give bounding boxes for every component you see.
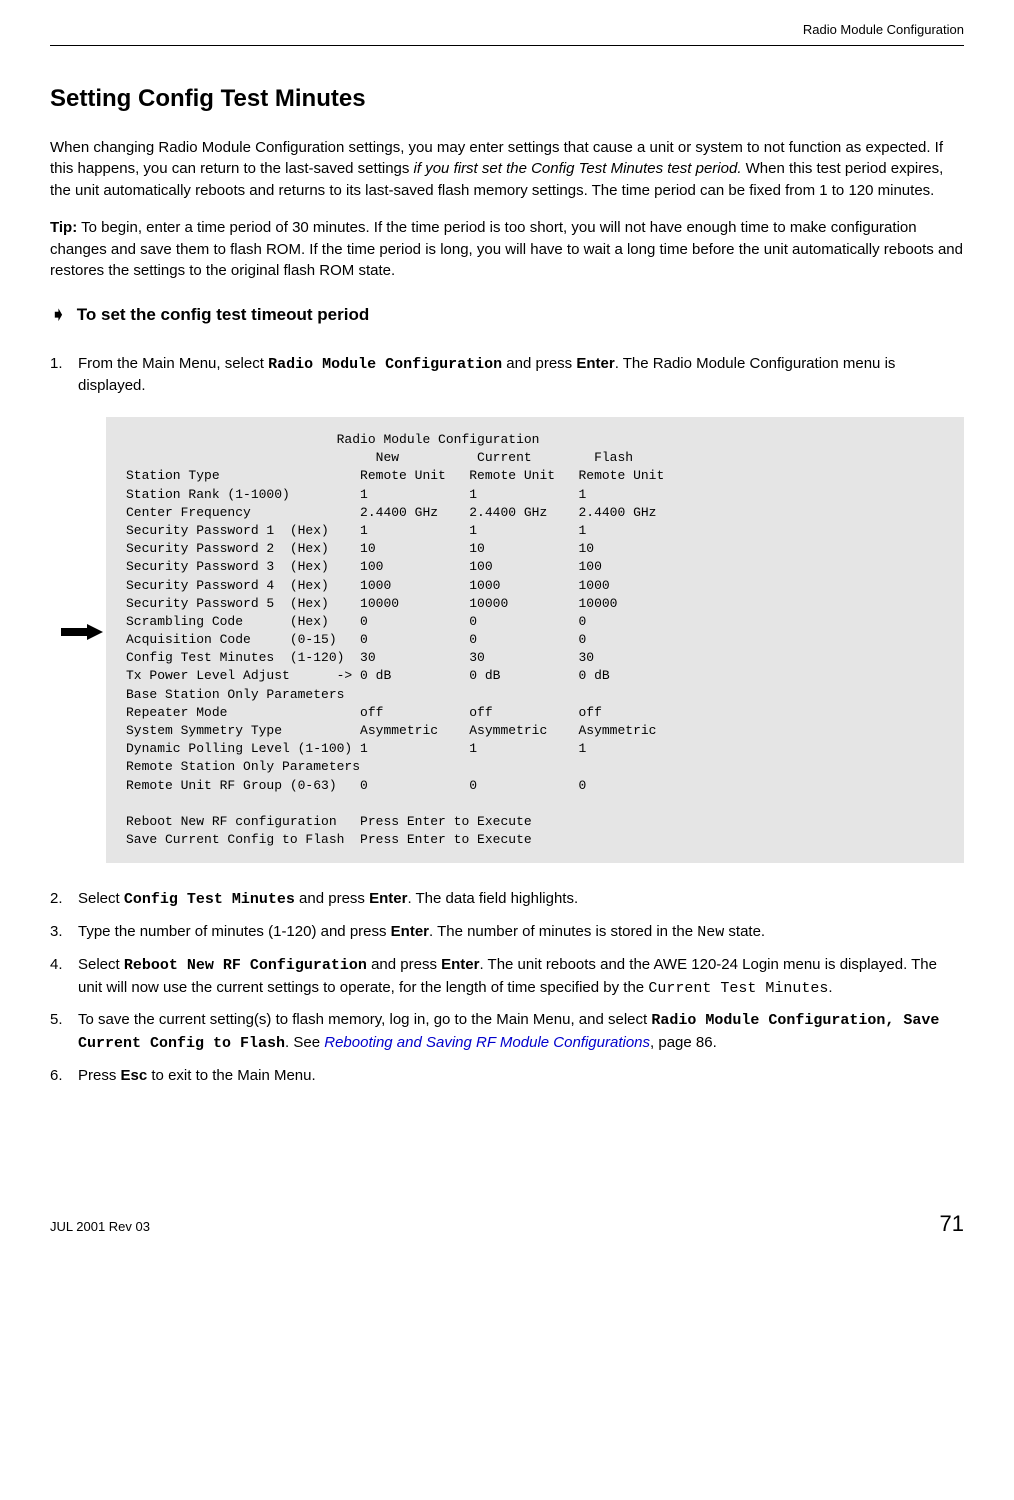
page-footer: JUL 2001 Rev 03 71 xyxy=(50,1207,964,1240)
step-1: From the Main Menu, select Radio Module … xyxy=(50,353,964,864)
footer-page-number: 71 xyxy=(940,1207,964,1240)
tip-label: Tip: xyxy=(50,219,77,236)
step-5-post: , page 86. xyxy=(650,1034,717,1051)
subheading: To set the config test timeout period xyxy=(77,302,369,328)
step-3: Type the number of minutes (1-120) and p… xyxy=(50,921,964,944)
step-4-mono: Current Test Minutes xyxy=(648,980,828,997)
footer-left: JUL 2001 Rev 03 xyxy=(50,1217,150,1237)
intro-paragraph: When changing Radio Module Configuration… xyxy=(50,137,964,202)
step-6-enter: Esc xyxy=(121,1067,148,1084)
step-2-post: . The data field highlights. xyxy=(407,890,578,907)
step-2-enter: Enter xyxy=(369,890,407,907)
step-2-pre: Select xyxy=(78,890,124,907)
step-6-post: to exit to the Main Menu. xyxy=(147,1067,315,1084)
step-3-post: state. xyxy=(724,923,765,940)
page-header-title: Radio Module Configuration xyxy=(50,20,964,46)
code-container: Radio Module Configuration New Current F… xyxy=(106,417,964,863)
step-5-link[interactable]: Rebooting and Saving RF Module Configura… xyxy=(324,1034,650,1051)
side-arrow-icon xyxy=(61,617,103,645)
step-6: Press Esc to exit to the Main Menu. xyxy=(50,1065,964,1087)
step-4-pre: Select xyxy=(78,956,124,973)
intro-text-italic: if you first set the Config Test Minutes… xyxy=(414,160,742,177)
step-2-cmd: Config Test Minutes xyxy=(124,891,295,908)
step-1-cmd: Radio Module Configuration xyxy=(268,356,502,373)
step-6-pre: Press xyxy=(78,1067,121,1084)
step-4: Select Reboot New RF Configuration and p… xyxy=(50,954,964,1000)
config-code-block: Radio Module Configuration New Current F… xyxy=(106,417,964,863)
step-5-pre: To save the current setting(s) to flash … xyxy=(78,1011,651,1028)
steps-list: From the Main Menu, select Radio Module … xyxy=(50,353,964,1087)
tip-paragraph: Tip: To begin, enter a time period of 30… xyxy=(50,217,964,282)
step-4-enter: Enter xyxy=(441,956,479,973)
step-4-cmd: Reboot New RF Configuration xyxy=(124,957,367,974)
step-3-mono: New xyxy=(697,924,724,941)
step-3-mid: . The number of minutes is stored in the xyxy=(429,923,697,940)
step-1-pre: From the Main Menu, select xyxy=(78,355,268,372)
step-2: Select Config Test Minutes and press Ent… xyxy=(50,888,964,911)
step-5: To save the current setting(s) to flash … xyxy=(50,1009,964,1055)
tip-text: To begin, enter a time period of 30 minu… xyxy=(50,219,963,280)
step-2-mid: and press xyxy=(295,890,369,907)
step-3-enter: Enter xyxy=(391,923,429,940)
subheading-row: ➧ To set the config test timeout period xyxy=(50,302,964,328)
step-5-mid: . See xyxy=(285,1034,324,1051)
step-3-pre: Type the number of minutes (1-120) and p… xyxy=(78,923,391,940)
step-1-mid: and press xyxy=(502,355,576,372)
step-4-mid: and press xyxy=(367,956,441,973)
arrow-marker-icon: ➧ xyxy=(50,305,67,325)
section-heading: Setting Config Test Minutes xyxy=(50,81,964,117)
step-1-enter: Enter xyxy=(576,355,614,372)
step-4-post2: . xyxy=(828,979,832,996)
